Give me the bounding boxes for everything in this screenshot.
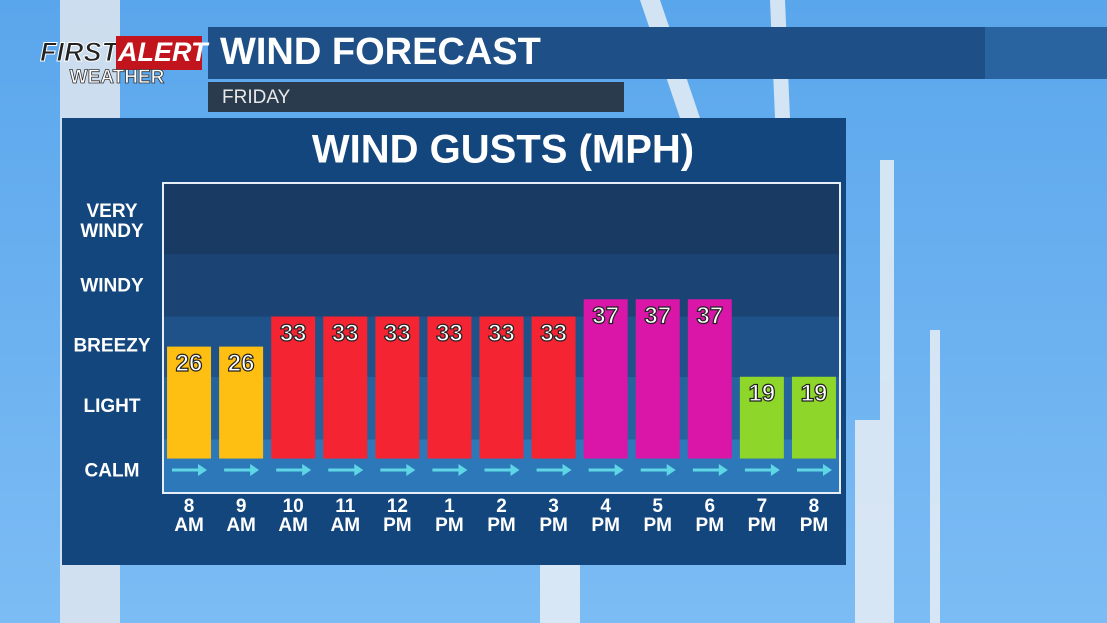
bar bbox=[739, 376, 784, 459]
value-label: 37 bbox=[592, 303, 619, 330]
heading-bar bbox=[208, 27, 1107, 79]
band bbox=[163, 183, 840, 255]
arrow-head bbox=[770, 464, 780, 476]
y-tick-label: CALM bbox=[85, 460, 140, 481]
value-label: 37 bbox=[696, 303, 723, 330]
x-tick-label: 3 PM bbox=[539, 496, 568, 536]
plot-frame bbox=[162, 182, 841, 494]
y-tick-label: VERY WINDY bbox=[80, 201, 144, 242]
value-label: 33 bbox=[540, 320, 567, 347]
bar bbox=[271, 316, 316, 459]
arrow-head bbox=[510, 464, 520, 476]
x-tick-label: 6 PM bbox=[695, 496, 725, 536]
x-tick-label: 10 AM bbox=[278, 496, 308, 536]
brand-weather: WEATHER bbox=[70, 67, 165, 88]
arrow-head bbox=[822, 464, 832, 476]
x-tick-label: 7 PM bbox=[747, 496, 777, 536]
value-label: 33 bbox=[436, 320, 463, 347]
bar bbox=[167, 346, 212, 459]
bar bbox=[687, 299, 732, 459]
bar bbox=[635, 299, 680, 459]
y-tick-label: LIGHT bbox=[84, 396, 141, 417]
value-label: 19 bbox=[749, 380, 776, 407]
bar bbox=[583, 299, 628, 459]
arrow-head bbox=[458, 464, 468, 476]
arrow-head bbox=[406, 464, 416, 476]
value-label: 33 bbox=[384, 320, 411, 347]
x-tick-label: 8 AM bbox=[174, 496, 204, 536]
bar bbox=[323, 316, 368, 459]
x-tick-label: 12 PM bbox=[383, 496, 412, 536]
x-tick-label: 2 PM bbox=[487, 496, 516, 536]
value-label: 26 bbox=[228, 350, 255, 377]
value-label: 33 bbox=[488, 320, 515, 347]
brand-alert: ALERT bbox=[117, 37, 210, 67]
day: FRIDAY bbox=[222, 87, 291, 108]
arrow-head bbox=[666, 464, 676, 476]
bar bbox=[791, 376, 836, 459]
value-label: 33 bbox=[280, 320, 307, 347]
x-tick-label: 9 AM bbox=[226, 496, 256, 536]
day-bar bbox=[208, 82, 624, 112]
brand-first: FIRST bbox=[40, 37, 121, 67]
bar bbox=[479, 316, 524, 459]
y-tick-label: WINDY bbox=[80, 275, 144, 296]
x-tick-label: 4 PM bbox=[591, 496, 620, 536]
x-tick-label: 8 PM bbox=[799, 496, 829, 536]
value-label: 37 bbox=[644, 303, 671, 330]
bar bbox=[531, 316, 576, 459]
arrow-head bbox=[614, 464, 624, 476]
marks: 26 26 33 33 33 33 33 33 37 37 37 19 19 bbox=[167, 299, 836, 476]
y-tick-label: BREEZY bbox=[73, 336, 150, 357]
value-label: 19 bbox=[801, 380, 828, 407]
bar bbox=[427, 316, 472, 459]
bar bbox=[375, 316, 420, 459]
arrow-head bbox=[250, 464, 260, 476]
arrow-head bbox=[198, 464, 208, 476]
band bbox=[163, 254, 840, 317]
value-label: 33 bbox=[332, 320, 359, 347]
heading: WIND FORECAST bbox=[220, 31, 541, 73]
arrow-head bbox=[302, 464, 312, 476]
arrow-head bbox=[718, 464, 728, 476]
x-tick-label: 11 AM bbox=[330, 496, 361, 536]
chart-title: WIND GUSTS (MPH) bbox=[312, 128, 694, 172]
bar bbox=[219, 346, 264, 459]
value-label: 26 bbox=[176, 350, 203, 377]
arrow-head bbox=[354, 464, 364, 476]
x-tick-label: 5 PM bbox=[643, 496, 672, 536]
x-tick-label: 1 PM bbox=[435, 496, 464, 536]
arrow-head bbox=[562, 464, 572, 476]
